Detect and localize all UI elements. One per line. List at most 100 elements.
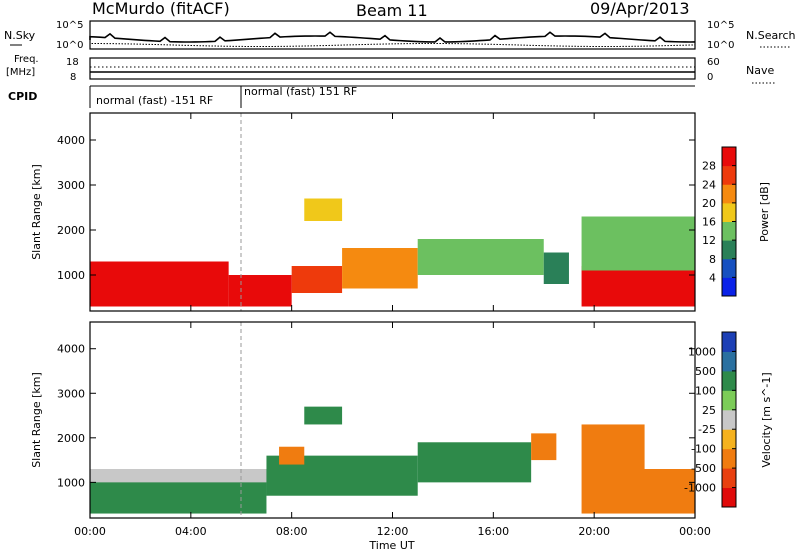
velocity-colorbar-swatch [722, 390, 736, 411]
time-tick-label: 20:00 [578, 525, 610, 538]
noise-panel: N.Sky 10^5 10^0 10^5 10^0 N.Search [4, 20, 796, 51]
power-y-tick-label: 4000 [57, 134, 85, 147]
velocity-colorbar-tick-label: -100 [691, 443, 716, 456]
power-region [228, 275, 292, 307]
power-colorbar-tick-label: 16 [702, 216, 716, 229]
velocity-colorbar-tick-label: 1000 [688, 345, 716, 358]
nave-label: Nave [746, 64, 774, 77]
velocity-colorbar-swatch [722, 370, 736, 391]
noise-left-tick-bottom: 10^0 [56, 40, 83, 51]
velocity-colorbar-swatch [722, 487, 736, 508]
power-region [543, 252, 569, 284]
time-axis: 00:00 04:00 08:00 12:00 16:00 20:00 00:00 [74, 113, 711, 538]
freq-tick-top: 18 [66, 57, 79, 68]
velocity-colorbar-tick-label: 25 [702, 404, 716, 417]
time-tick-label: 00:00 [679, 525, 711, 538]
time-tick-label: 16:00 [477, 525, 509, 538]
power-colorbar-tick-label: 24 [702, 178, 716, 191]
date-title: 09/Apr/2013 [590, 0, 690, 18]
velocity-colorbar-swatch [722, 332, 736, 352]
power-region [304, 198, 343, 221]
velocity-colorbar-tick-label: 100 [695, 384, 716, 397]
nave-tick-bottom: 0 [707, 72, 713, 83]
power-colorbar-swatch [722, 165, 736, 185]
velocity-y-tick-label: 3000 [57, 387, 85, 400]
power-colorbar-swatch [722, 184, 736, 204]
search-noise-line [89, 43, 696, 48]
power-colorbar-tick-label: 28 [702, 160, 716, 173]
noise-right-tick-bottom: 10^0 [707, 40, 734, 51]
freq-label: Freq. [14, 54, 39, 65]
velocity-colorbar-tick-label: 500 [695, 365, 716, 378]
power-y-tick-label: 2000 [57, 224, 85, 237]
cpid-panel: CPID normal (fast) -151 RF normal (fast)… [8, 85, 695, 108]
velocity-y-tick-label: 1000 [57, 476, 85, 489]
noise-left-label: N.Sky [4, 29, 36, 42]
cpid-label: CPID [8, 90, 37, 103]
velocity-colorbar-tick-label: -1000 [684, 482, 716, 495]
power-y-tick-label: 3000 [57, 179, 85, 192]
sky-noise-line [89, 31, 696, 43]
cpid-segment-1: normal (fast) -151 RF [96, 94, 213, 107]
velocity-region [90, 469, 267, 483]
power-colorbar-swatch [722, 258, 736, 278]
noise-lines [89, 31, 696, 48]
power-region [581, 266, 695, 307]
velocity-colorbar-frame [721, 331, 737, 508]
power-yaxis: 1000 2000 3000 4000 [57, 134, 695, 282]
power-colorbar-tick-label: 12 [702, 234, 716, 247]
frequency-panel: Freq. [MHz] 18 8 60 0 Nave [6, 54, 776, 84]
velocity-colorbar-tick-label: -500 [691, 462, 716, 475]
velocity-colorbar-swatch [722, 351, 736, 372]
velocity-colorbar-swatch [722, 409, 736, 430]
nave-tick-top: 60 [707, 57, 720, 68]
cpid-segment-2: normal (fast) 151 RF [244, 85, 357, 98]
velocity-ylabel: Slant Range [km] [30, 372, 43, 468]
freq-unit-label: [MHz] [6, 67, 35, 78]
velocity-data-cells [90, 406, 695, 514]
velocity-colorbar-swatch [722, 468, 736, 489]
velocity-region [531, 433, 557, 461]
noise-right-label: N.Search [746, 29, 796, 42]
power-colorbar-tick-label: 4 [709, 271, 716, 284]
power-region [90, 261, 229, 307]
velocity-region [581, 469, 695, 514]
station-title: McMurdo (fitACF) [92, 0, 230, 18]
velocity-region [279, 446, 305, 465]
velocity-colorbar-label: Velocity [m s^-1] [760, 372, 773, 467]
velocity-region [581, 424, 645, 469]
noise-right-tick-top: 10^5 [707, 20, 734, 31]
velocity-colorbar: -1000 -500 -100 -25 25 100 500 1000 [684, 331, 737, 508]
velocity-colorbar-tick-label: -25 [698, 423, 716, 436]
power-colorbar-tick-label: 8 [709, 253, 716, 266]
power-colorbar-label: Power [dB] [758, 182, 771, 242]
time-tick-label: 12:00 [377, 525, 409, 538]
velocity-colorbar-swatch [722, 429, 736, 450]
power-colorbar-swatch [722, 147, 736, 167]
freq-tick-bottom: 8 [70, 72, 76, 83]
power-region [417, 239, 544, 275]
power-region [342, 248, 418, 289]
beam-title: Beam 11 [356, 1, 428, 20]
power-ylabel: Slant Range [km] [30, 164, 43, 260]
power-region [291, 266, 343, 293]
power-colorbar-swatch [722, 221, 736, 241]
time-tick-label: 04:00 [175, 525, 207, 538]
velocity-y-tick-label: 2000 [57, 432, 85, 445]
velocity-colorbar-swatch [722, 448, 736, 469]
power-panel: 1000 2000 3000 4000 Slant Range [km] 4 8 12 16… [30, 112, 771, 312]
power-data-cells [90, 198, 695, 307]
power-colorbar-swatch [722, 240, 736, 260]
velocity-region [417, 442, 532, 483]
time-tick-label: 08:00 [276, 525, 308, 538]
power-y-tick-label: 1000 [57, 269, 85, 282]
power-colorbar-swatch [722, 277, 736, 297]
velocity-region [304, 406, 343, 425]
power-colorbar-tick-label: 20 [702, 197, 716, 210]
velocity-yaxis: 1000 2000 3000 4000 [57, 343, 695, 489]
power-colorbar-swatch [722, 202, 736, 222]
power-colorbar: 4 8 12 16 20 24 28 [702, 146, 737, 297]
noise-left-tick-top: 10^5 [56, 20, 83, 31]
